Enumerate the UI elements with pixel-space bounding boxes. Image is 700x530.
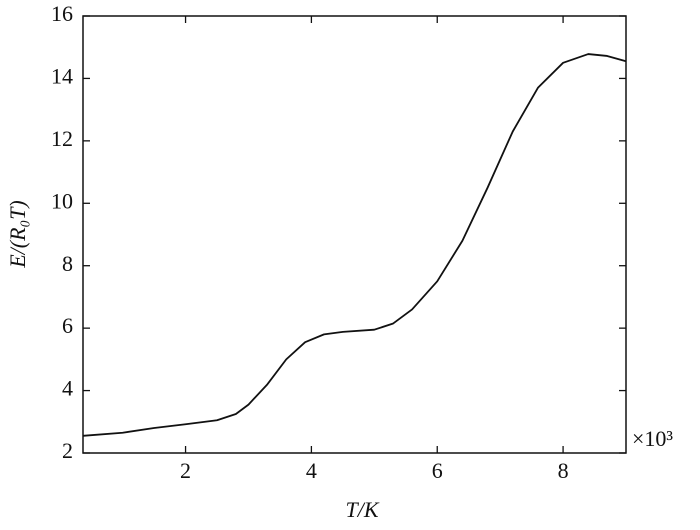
y-tick-label: 10 [51,188,73,213]
y-axis-label: E/(R₀T) [5,200,30,269]
x-tick-label: 6 [432,458,443,483]
y-tick-label: 14 [51,63,73,88]
x-scale-label: ×10³ [632,426,673,451]
x-tick-label: 8 [558,458,569,483]
x-tick-label: 2 [180,458,191,483]
y-tick-label: 12 [51,126,73,151]
y-tick-label: 16 [51,1,73,26]
y-tick-label: 8 [62,251,73,276]
y-tick-label: 2 [62,438,73,463]
y-tick-label: 4 [62,376,73,401]
data-line [82,53,627,437]
x-tick-label: 4 [306,458,317,483]
plot-frame [82,15,627,454]
x-axis-label: T/K [345,497,379,522]
y-tick-label: 6 [62,313,73,338]
